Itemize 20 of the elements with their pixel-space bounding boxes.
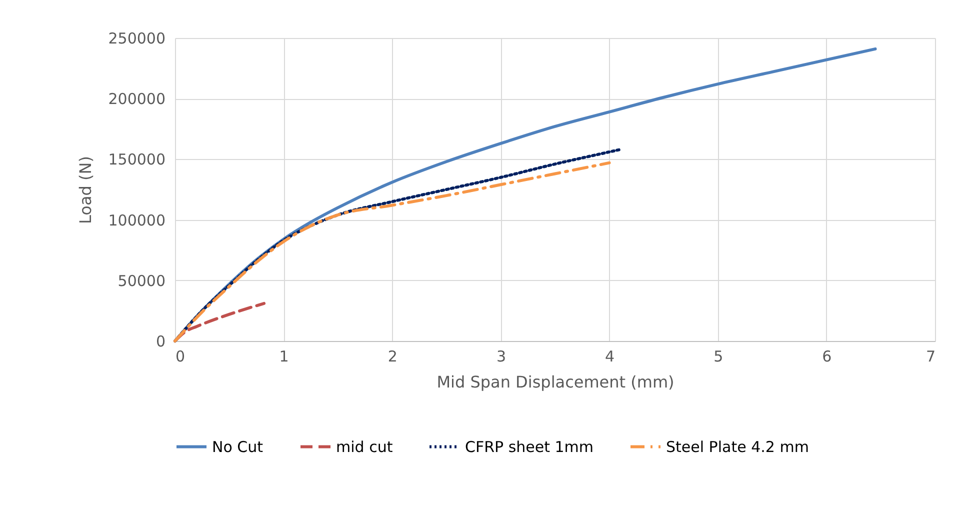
x-tick-label: 2	[388, 348, 398, 366]
x-tick-label: 4	[605, 348, 615, 366]
x-axis-title: Mid Span Displacement (mm)	[436, 372, 674, 392]
legend-label: No Cut	[212, 438, 264, 456]
x-tick-label: 0	[176, 348, 186, 366]
y-tick-label: 0	[156, 332, 166, 350]
y-tick-label: 50000	[118, 272, 166, 290]
y-tick-label: 250000	[108, 30, 166, 48]
x-tick-label: 3	[496, 348, 506, 366]
x-tick-label: 5	[714, 348, 724, 366]
y-axis-title: Load (N)	[76, 156, 96, 224]
legend-label: mid cut	[336, 438, 393, 456]
x-tick-label: 1	[279, 348, 289, 366]
x-tick-label: 7	[926, 348, 936, 366]
y-tick-label: 200000	[108, 90, 166, 108]
legend-label: Steel Plate 4.2 mm	[666, 438, 809, 456]
y-tick-label: 150000	[108, 150, 166, 169]
x-tick-label: 6	[822, 348, 832, 366]
legend-label: CFRP sheet 1mm	[465, 438, 594, 456]
y-tick-label: 100000	[108, 211, 166, 230]
